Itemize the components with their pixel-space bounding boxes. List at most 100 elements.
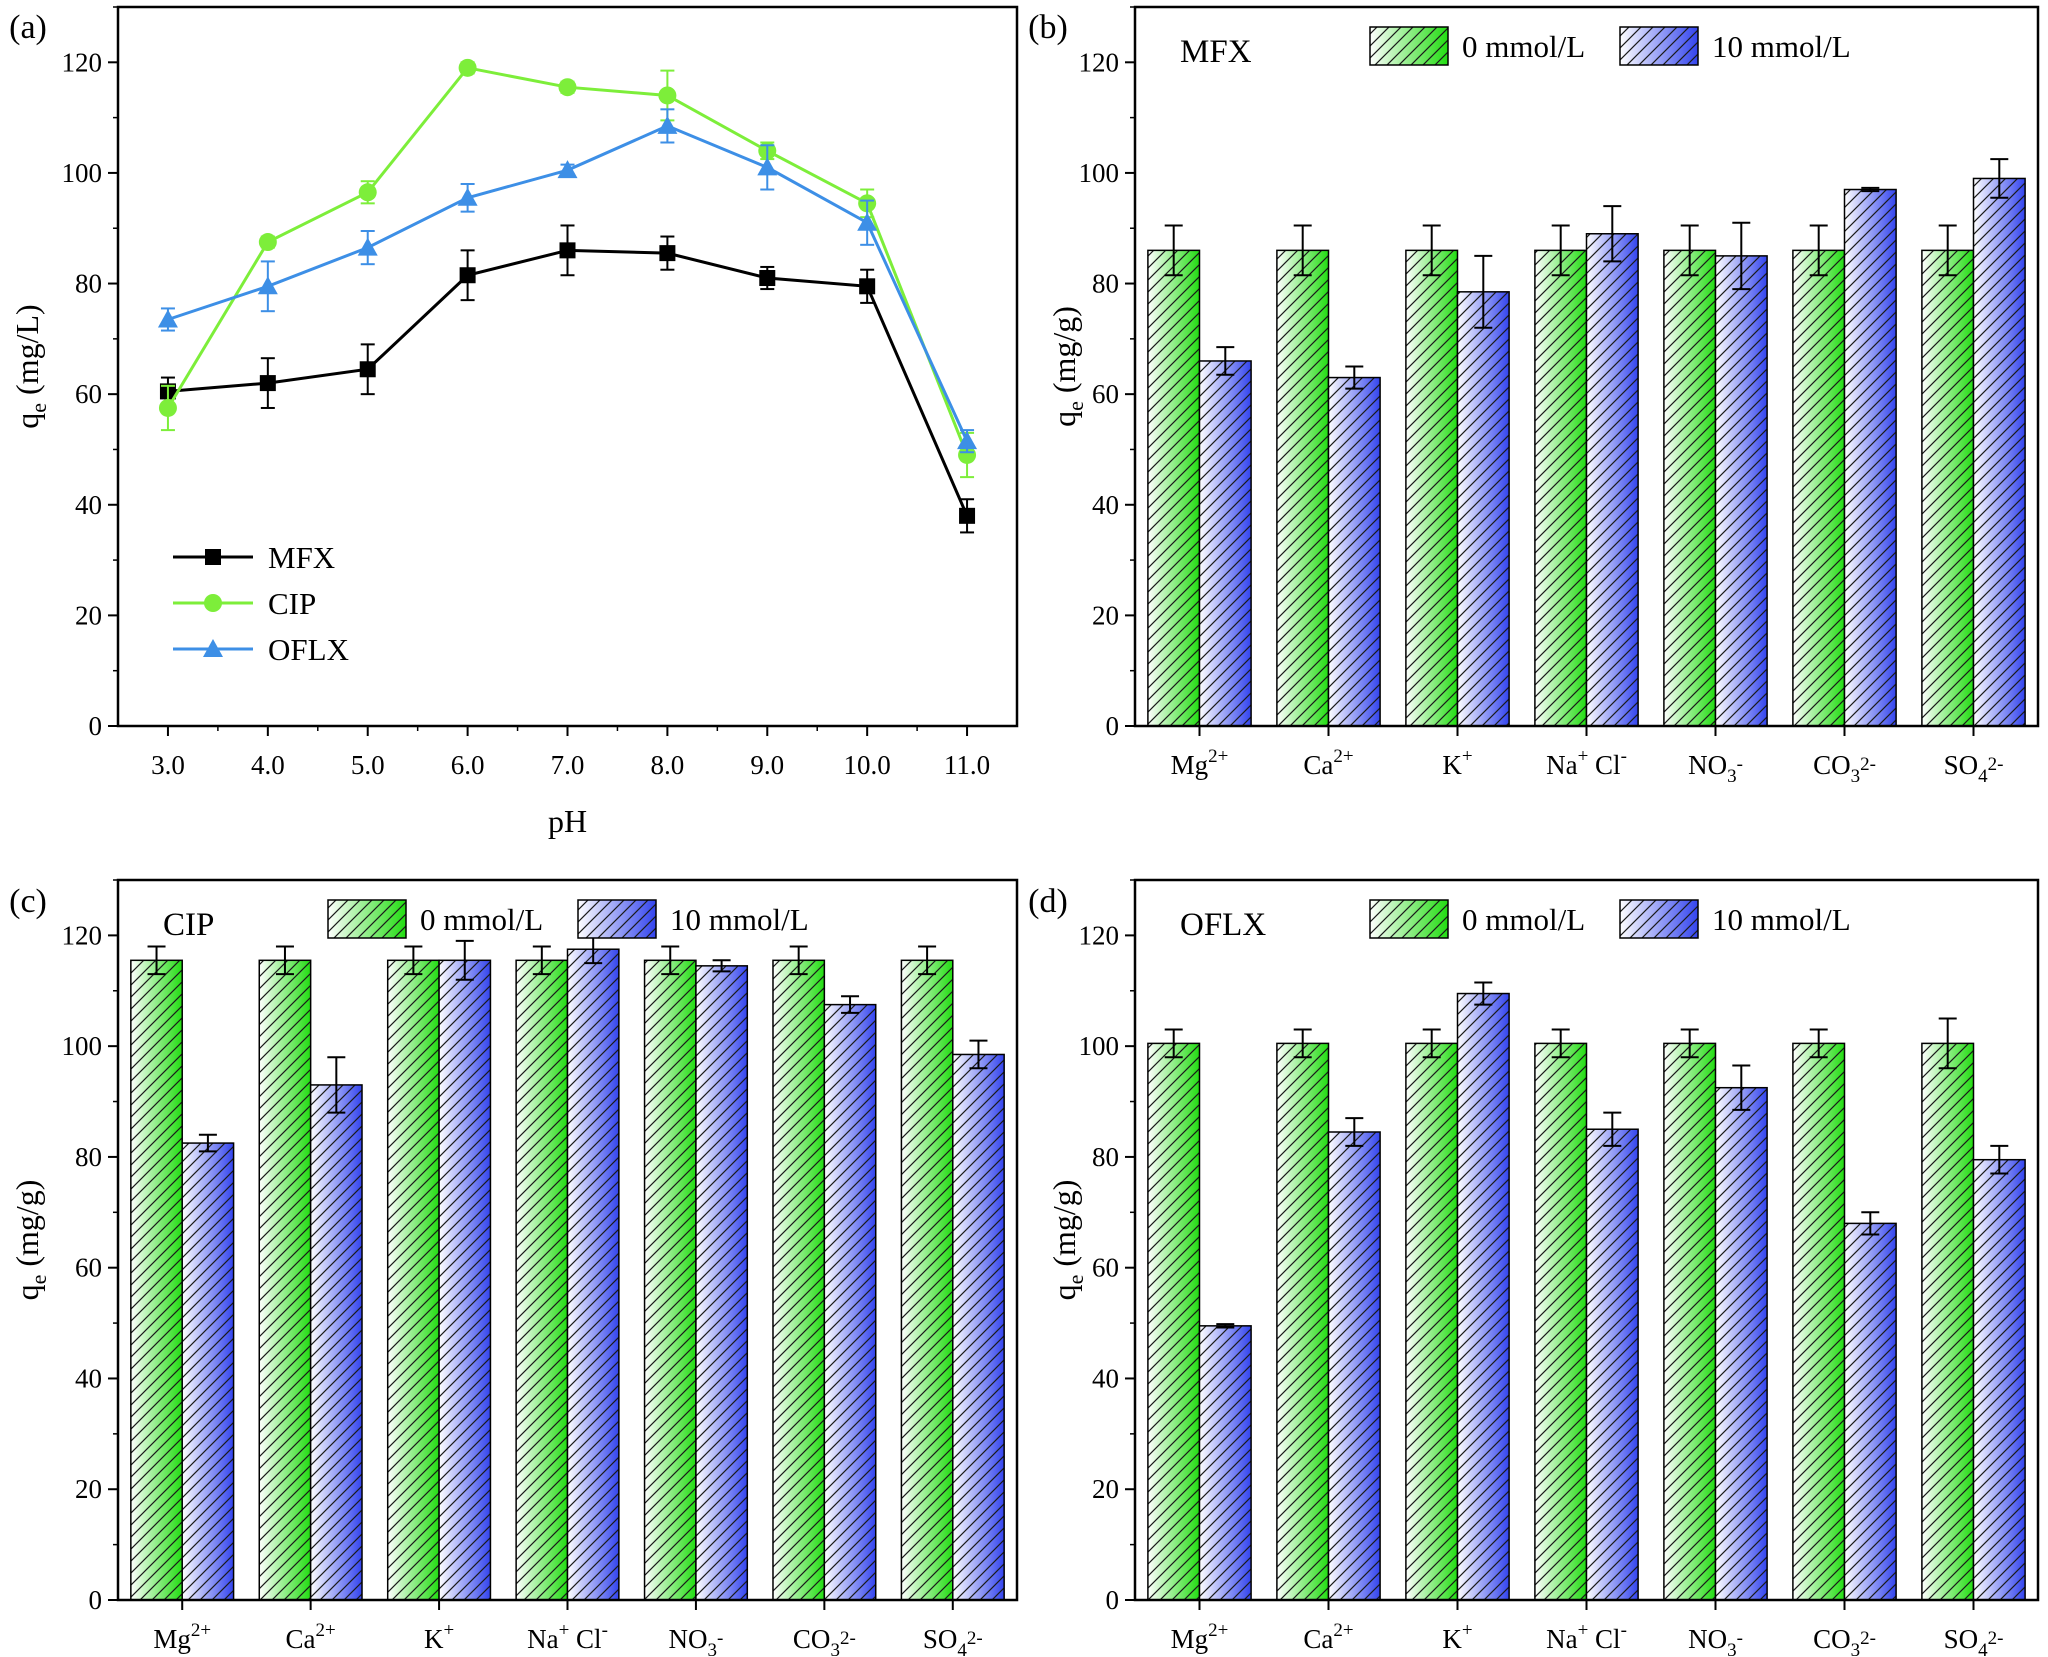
series-line-mfx: [167, 248, 969, 517]
point-square: [859, 278, 876, 295]
bar-hatch: [1972, 1158, 2026, 1601]
y-tick-label: 20: [75, 600, 102, 630]
point-triangle: [757, 157, 778, 176]
y-tick-label: 0: [1106, 711, 1120, 741]
bar-hatch: [438, 959, 492, 1601]
x-tick-label: 10.0: [844, 750, 891, 780]
category-label: Na+ Cl-: [527, 1620, 608, 1654]
x-tick-label: 3.0: [151, 750, 185, 780]
category-label-part: Ca: [286, 1624, 316, 1654]
bar-hatch: [1714, 255, 1768, 727]
category-label-part: 3: [1851, 766, 1861, 787]
x-tick-label: 5.0: [351, 750, 385, 780]
y-label-main: q: [9, 1284, 45, 1300]
category-label-part: CO: [793, 1624, 831, 1654]
y-tick-label: 0: [89, 1585, 103, 1615]
category-label-part: Mg: [1171, 750, 1209, 780]
category-label: Mg2+: [1171, 746, 1229, 780]
bar-hatch: [1534, 1042, 1588, 1601]
y-tick-label: 80: [75, 1142, 102, 1172]
y-tick-label: 20: [1092, 600, 1119, 630]
category-label-part: 2+: [1208, 746, 1228, 767]
legend-label: 10 mmol/L: [1712, 29, 1851, 64]
legend-swatch-hatch: [1619, 899, 1699, 939]
category-label: SO42-: [923, 1624, 983, 1657]
category-label: SO42-: [1944, 1624, 2004, 1657]
point-circle: [658, 86, 677, 105]
bar-hatch: [772, 959, 826, 1601]
category-label: K+: [1442, 1620, 1472, 1654]
point-circle: [958, 445, 977, 464]
category-label-part: Cl: [1588, 750, 1620, 780]
bar-hatch: [1585, 233, 1639, 727]
x-tick-label: 7.0: [551, 750, 585, 780]
category-label-part: Cl: [569, 1624, 601, 1654]
x-tick-label: 11.0: [944, 750, 990, 780]
category-label-part: K: [424, 1624, 444, 1654]
y-axis-label-text: qe (mg/L): [9, 304, 51, 428]
point-triangle: [203, 639, 223, 657]
category-label-part: 4: [1978, 766, 1988, 787]
category-label-part: +: [1578, 1620, 1589, 1641]
category-label-part: -: [602, 1620, 608, 1641]
category-label-part: Na: [527, 1624, 558, 1654]
panel-label: (a): [9, 9, 47, 46]
bar-hatch: [130, 959, 183, 1601]
chart-title: CIP: [163, 907, 214, 943]
y-axis-label: qe (mg/L): [9, 304, 51, 428]
category-label-part: 3: [830, 1640, 840, 1657]
legend-label: 0 mmol/L: [1462, 29, 1585, 64]
y-tick-label: 80: [75, 269, 102, 299]
point-triangle: [457, 187, 478, 206]
x-tick-label: 6.0: [451, 750, 485, 780]
bar-hatch: [386, 959, 440, 1601]
bar-hatch: [1147, 249, 1201, 727]
point-square: [205, 549, 221, 565]
category-label-part: NO: [669, 1624, 708, 1654]
panel-label: (c): [9, 883, 47, 920]
category-label-part: Ca: [1303, 750, 1333, 780]
bar-hatch: [1663, 1042, 1717, 1601]
point-square: [259, 375, 276, 392]
bar-hatch: [1147, 1042, 1201, 1601]
category-label-part: -: [1737, 1628, 1743, 1649]
point-triangle: [657, 115, 678, 134]
category-label-part: 2+: [1208, 1620, 1228, 1641]
bar-hatch: [823, 1003, 877, 1601]
y-tick-label: 0: [1106, 1585, 1120, 1615]
category-label-part: 2-: [840, 1628, 856, 1649]
plot-frame: [116, 5, 1019, 728]
y-tick-label: 80: [1092, 1142, 1119, 1172]
legend-swatch-hatch: [577, 899, 657, 939]
y-tick-label: 80: [1092, 269, 1119, 299]
category-label-part: Na: [1546, 1624, 1577, 1654]
x-axis-label: pH: [548, 803, 587, 839]
bar-hatch: [1534, 249, 1588, 727]
category-label-part: K: [1442, 1624, 1462, 1654]
bar-hatch: [1198, 360, 1252, 727]
y-tick-label: 100: [62, 1031, 103, 1061]
legend-swatch-hatch: [1619, 26, 1699, 66]
category-label-part: 2-: [1860, 1628, 1876, 1649]
category-label-part: 3: [708, 1640, 718, 1657]
point-square: [459, 267, 476, 284]
y-tick-label: 100: [62, 158, 103, 188]
y-axis-label: qe (mg/g): [1046, 1180, 1088, 1301]
category-label: K+: [1442, 746, 1472, 780]
legend-swatch-hatch: [327, 899, 407, 939]
y-tick-label: 60: [75, 379, 102, 409]
bar-hatch: [181, 1142, 235, 1601]
legend-label: CIP: [268, 586, 316, 621]
bar-hatch: [1921, 249, 1975, 727]
category-label-part: Na: [1546, 750, 1577, 780]
category-label-part: 2-: [967, 1628, 983, 1649]
legend-label: 0 mmol/L: [420, 902, 543, 937]
point-circle: [258, 233, 277, 252]
bar-hatch: [1405, 1042, 1459, 1601]
y-tick-label: 60: [1092, 379, 1119, 409]
bar-hatch: [900, 959, 954, 1601]
bar-hatch: [1843, 1222, 1897, 1601]
point-square: [359, 361, 376, 378]
bar-hatch: [1327, 1131, 1381, 1601]
y-tick-label: 120: [1079, 920, 1120, 950]
